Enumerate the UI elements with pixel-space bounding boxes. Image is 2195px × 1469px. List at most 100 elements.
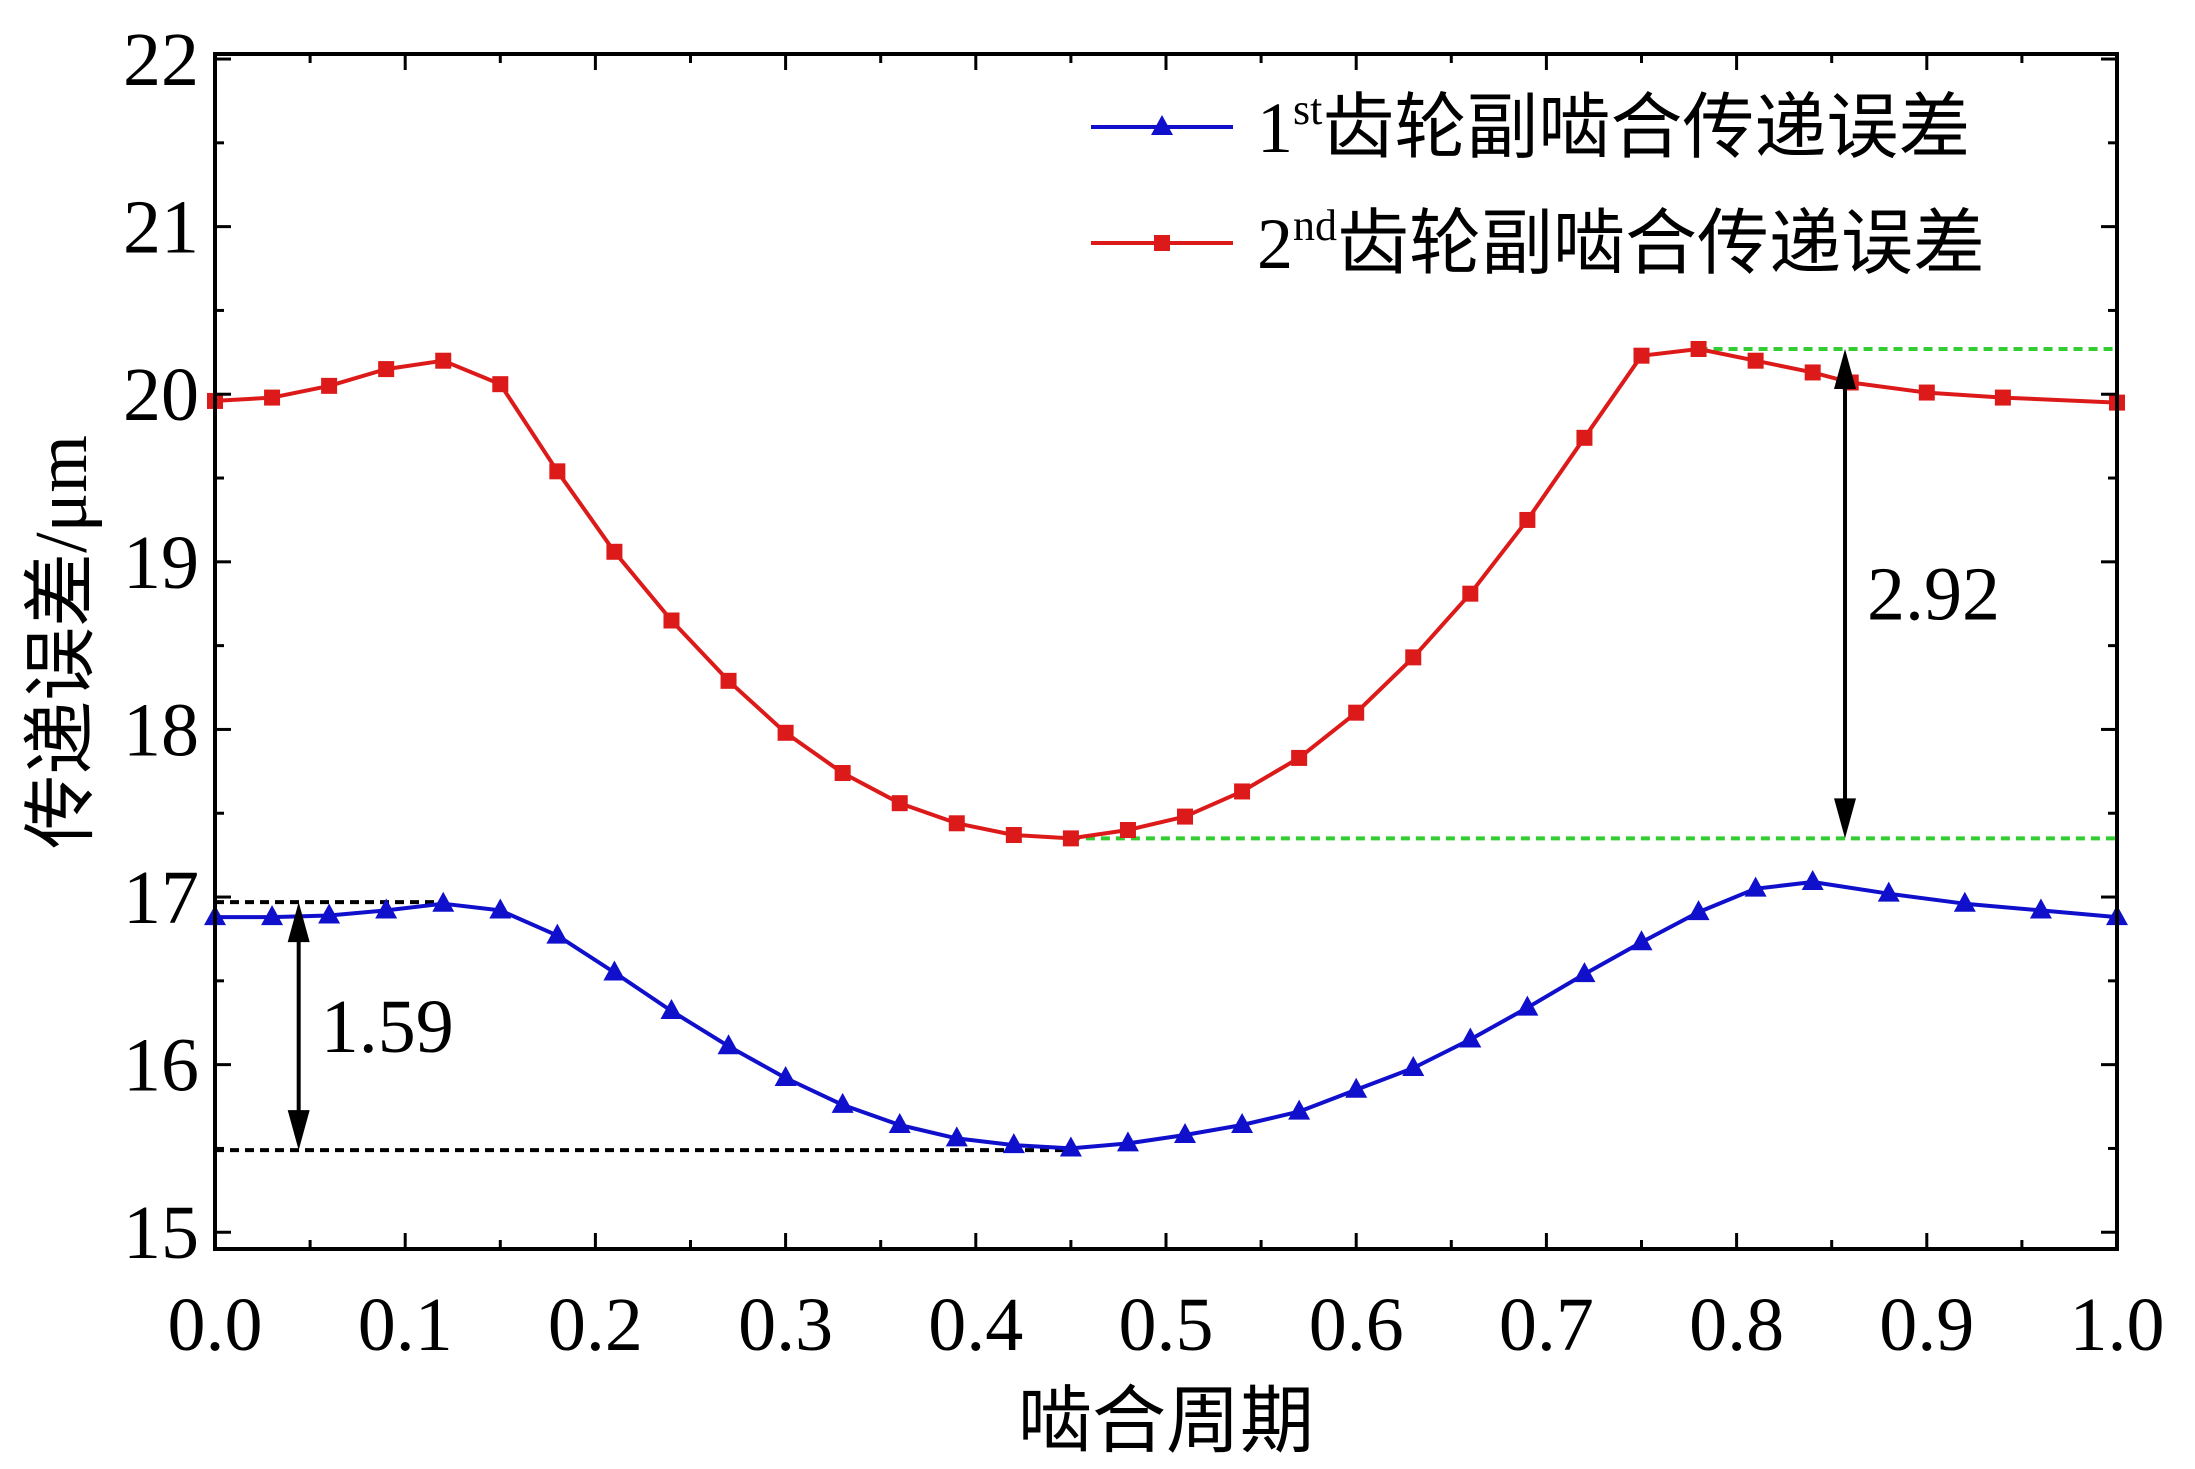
series-2-point (1005, 827, 1022, 844)
annotations: 2.92 1.59 (287, 348, 2000, 1151)
series-2-point (549, 463, 566, 480)
y-tick-label: 20 (123, 353, 199, 437)
series-1-point (1801, 869, 1824, 890)
x-tick-label: 0.9 (1879, 1283, 1974, 1367)
series-2-point (1177, 808, 1194, 825)
series-2-point (1234, 783, 1251, 800)
y-axis-label: 传递误差/μm (21, 435, 103, 849)
axis-ticks (213, 54, 2119, 1249)
x-tick-label: 0.4 (928, 1283, 1023, 1367)
series-1-point (489, 898, 512, 919)
series-1-point (1288, 1099, 1311, 1120)
x-tick-label: 0.7 (1499, 1283, 1594, 1367)
series-2-point (720, 672, 737, 689)
series-1-point (546, 923, 569, 944)
series-2-point (1462, 585, 1479, 602)
series-2-line (214, 347, 2118, 841)
annotation-guides (215, 346, 2117, 1153)
series-2-point (1994, 389, 2011, 406)
legend-square-marker (1154, 235, 1170, 251)
series-1-point (831, 1092, 854, 1113)
x-axis-label: 啮合周期 (1018, 1381, 1314, 1463)
series-2-point (1804, 364, 1821, 381)
x-tick-label: 0.8 (1689, 1283, 1784, 1367)
series-2-point (378, 361, 395, 378)
series-1-point (1345, 1077, 1368, 1098)
x-tick-label: 1.0 (2070, 1283, 2165, 1367)
series-2-point (1119, 821, 1136, 838)
legend-label: 1st齿轮副啮合传递误差 (1257, 85, 1970, 168)
series-2-point (1291, 749, 1308, 766)
y-tick-label: 21 (123, 186, 199, 270)
x-tick-label: 0.2 (548, 1283, 643, 1367)
series-2-point (606, 543, 623, 560)
legend-label-text: 齿轮副啮合传递误差 (1322, 88, 1970, 168)
series-2-point (777, 724, 794, 741)
series-2-point (1633, 347, 1650, 364)
series-1-point (1516, 995, 1539, 1016)
y-tick-label: 16 (123, 1024, 199, 1108)
series-2-point (1690, 340, 1707, 357)
series-2-point (948, 815, 965, 832)
series-1-point (603, 960, 626, 981)
y-tick-label: 22 (123, 18, 199, 102)
annotation-label: 1.59 (321, 985, 454, 1069)
series-1-point (1459, 1027, 1482, 1048)
series-1-point (1059, 1136, 1082, 1157)
annotation-arrowhead-down (287, 1110, 310, 1151)
series-1-point (1231, 1112, 1254, 1133)
series-2-point (321, 377, 338, 394)
series-1-point (888, 1112, 911, 1133)
series-1-point (1002, 1133, 1025, 1154)
series-2-point (492, 376, 509, 393)
annotation-arrowhead-down (1834, 798, 1857, 839)
series-2-point (663, 612, 680, 629)
series-1-point (1687, 900, 1710, 921)
series-1-point (1573, 962, 1596, 983)
series-2-point (1576, 429, 1593, 446)
y-tick-label: 17 (123, 856, 199, 940)
annotation-arrowhead-up (287, 902, 310, 943)
data-series (204, 340, 2128, 1157)
series-1-point (1877, 881, 1900, 902)
series-2-point (1918, 384, 1935, 401)
series-1-point (774, 1066, 797, 1087)
legend-triangle-marker (1151, 115, 1173, 135)
legend-label-number: 2 (1257, 204, 1293, 284)
x-tick-label: 0.6 (1309, 1283, 1404, 1367)
series-1-point (261, 905, 284, 926)
series-1-point (375, 898, 398, 919)
series-1-point (945, 1126, 968, 1147)
series-1-point (1744, 876, 1767, 897)
x-tick-label: 0.5 (1119, 1283, 1214, 1367)
x-tick-label: 0.0 (168, 1283, 263, 1367)
y-tick-label: 19 (123, 521, 199, 605)
series-2-point (1519, 511, 1536, 528)
series-1-point (432, 891, 455, 912)
series-1-point (660, 999, 683, 1020)
legend-label-text: 齿轮副啮合传递误差 (1337, 204, 1985, 284)
x-tick-label: 0.3 (738, 1283, 833, 1367)
series-2-point (834, 765, 851, 782)
legend-label-superscript: st (1293, 85, 1322, 134)
annotation-label: 2.92 (1867, 553, 2000, 637)
legend-entry: 2nd齿轮副啮合传递误差 (1091, 201, 1985, 284)
series-1-point (318, 903, 341, 924)
legend-label-superscript: nd (1293, 201, 1337, 250)
y-tick-label: 15 (123, 1191, 199, 1275)
series-2-point (1062, 830, 1079, 847)
series-1-point (717, 1034, 740, 1055)
legend-label-number: 1 (1257, 88, 1293, 168)
series-2-point (891, 795, 908, 812)
y-tick-label: 18 (123, 688, 199, 772)
series-1-line (215, 880, 2118, 1151)
series-1-point (1953, 891, 1976, 912)
series-2-point (1405, 649, 1422, 666)
series-2-point (264, 389, 281, 406)
legend-label: 2nd齿轮副啮合传递误差 (1257, 201, 1985, 284)
series-2-point (1747, 352, 1764, 369)
